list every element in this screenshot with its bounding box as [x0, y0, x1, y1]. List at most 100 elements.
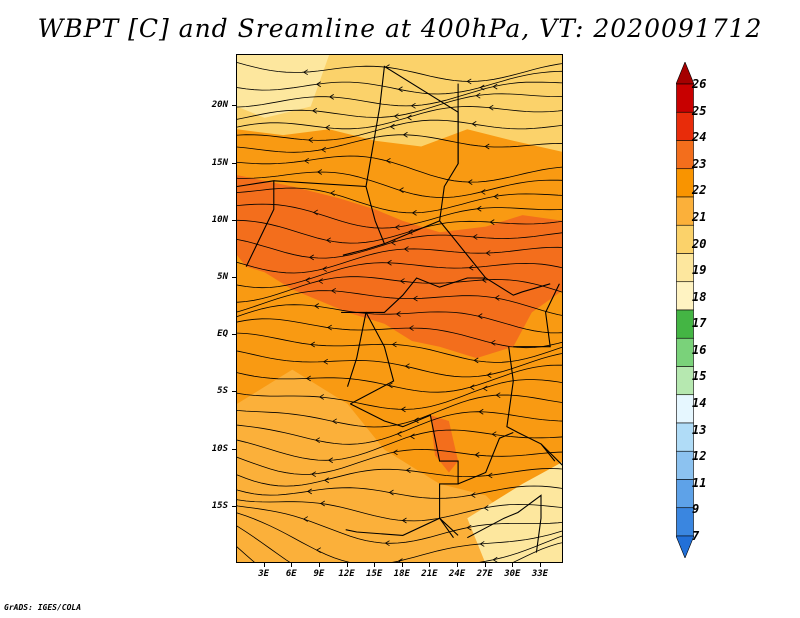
lat-tick-mark — [232, 334, 236, 336]
streamline-arrow — [316, 169, 322, 175]
country-borders-layer — [237, 65, 562, 553]
country-border — [350, 403, 459, 536]
streamline-arrow — [323, 477, 329, 484]
streamline-arrow — [321, 266, 327, 272]
country-border — [345, 517, 454, 539]
streamline-arrow — [318, 394, 324, 400]
lat-tick-label: EQ — [217, 329, 228, 340]
lon-tick-mark — [318, 563, 320, 567]
streamline-arrow — [484, 143, 490, 150]
streamline-arrow — [474, 452, 480, 458]
lon-tick-label: 21E — [421, 569, 438, 579]
streamline-arrow — [409, 433, 415, 440]
lat-tick-label: 15S — [211, 500, 228, 511]
lon-tick-label: 33E — [531, 569, 549, 579]
streamline — [237, 290, 562, 316]
streamline-arrow — [482, 385, 488, 392]
lon-tick-label: 12E — [338, 569, 355, 579]
streamline — [237, 219, 562, 244]
colorbar-level-label: 20 — [692, 236, 707, 251]
streamline-arrow — [386, 259, 392, 266]
streamline-arrow — [469, 384, 475, 391]
streamline-arrow — [306, 488, 312, 495]
streamline-arrow — [486, 372, 492, 378]
streamline — [237, 411, 562, 445]
colorbar-segment — [676, 366, 694, 396]
streamline-arrow — [315, 81, 321, 88]
colorbar-segment — [676, 224, 694, 254]
colorbar-segment — [676, 83, 694, 113]
wbpt-shading-layer — [237, 55, 562, 562]
streamline-arrow — [325, 237, 331, 244]
colorbar-segment — [676, 253, 694, 283]
map-panel — [236, 54, 563, 563]
streamline-arrow — [302, 516, 308, 522]
streamline — [237, 318, 562, 349]
lat-tick-mark — [232, 277, 236, 279]
streamline-arrow — [408, 325, 414, 331]
lat-tick-label: 5S — [217, 386, 228, 397]
streamline-arrow — [493, 193, 499, 200]
colorbar-level-label: 21 — [692, 209, 707, 224]
lon-tick-mark — [429, 563, 431, 567]
streamline — [237, 468, 562, 487]
streamline-arrow — [471, 121, 477, 127]
streamline-arrow — [491, 431, 497, 438]
streamline-arrow — [330, 287, 336, 294]
streamline-arrow — [477, 313, 483, 319]
streamline-arrow — [315, 547, 321, 554]
colorbar-level-label: 11 — [692, 475, 707, 490]
streamline-arrow — [314, 437, 320, 443]
colorbar-segment — [676, 337, 694, 367]
lat-tick-label: 10S — [211, 443, 228, 454]
country-border — [384, 220, 440, 245]
streamline-arrow — [304, 277, 310, 283]
streamline-arrow — [470, 492, 476, 498]
streamline-arrow — [404, 363, 410, 370]
streamline-arrow — [472, 234, 478, 240]
streamline-arrow — [413, 417, 419, 424]
map-canvas — [237, 55, 562, 562]
streamline-arrow — [397, 86, 403, 93]
streamline-arrow — [473, 357, 479, 364]
streamline-layer — [237, 62, 562, 562]
streamline — [237, 155, 562, 183]
colorbar-bottom-triangle — [675, 535, 695, 559]
streamline — [237, 81, 562, 108]
streamline-arrow — [395, 311, 401, 317]
colorbar-segment — [676, 140, 694, 170]
streamline-arrow — [475, 92, 481, 99]
colorbar-level-label: 18 — [692, 289, 707, 304]
streamline-arrow — [387, 382, 393, 389]
colorbar-segment — [676, 281, 694, 311]
streamline-arrow — [303, 157, 309, 164]
streamline-arrow — [467, 179, 473, 185]
streamline-arrow — [483, 505, 489, 511]
lon-tick-label: 24E — [448, 569, 466, 579]
lon-tick-label: 18E — [393, 569, 410, 579]
country-border — [540, 443, 562, 466]
streamline-arrow — [322, 358, 328, 365]
streamline — [237, 246, 562, 274]
streamline-arrow — [466, 524, 472, 531]
streamline — [237, 350, 562, 378]
colorbar-segment — [676, 111, 694, 141]
streamline-arrow — [487, 472, 493, 479]
streamline-arrow — [313, 303, 319, 309]
colorbar-level-label: 13 — [692, 422, 707, 437]
streamline — [237, 262, 562, 289]
lon-tick-mark — [263, 563, 265, 567]
streamline — [237, 119, 562, 141]
lon-tick-mark — [291, 563, 293, 567]
country-border — [237, 180, 275, 267]
streamline — [237, 304, 562, 334]
streamline-arrow — [331, 418, 337, 425]
lat-tick-mark — [232, 505, 236, 507]
streamline-arrow — [490, 339, 496, 346]
streamline — [237, 512, 562, 562]
shading-region — [430, 415, 459, 473]
lon-tick-mark — [374, 563, 376, 567]
streamline-arrow — [329, 190, 335, 197]
streamline-arrow — [398, 187, 404, 193]
streamline-arrow — [391, 341, 397, 348]
